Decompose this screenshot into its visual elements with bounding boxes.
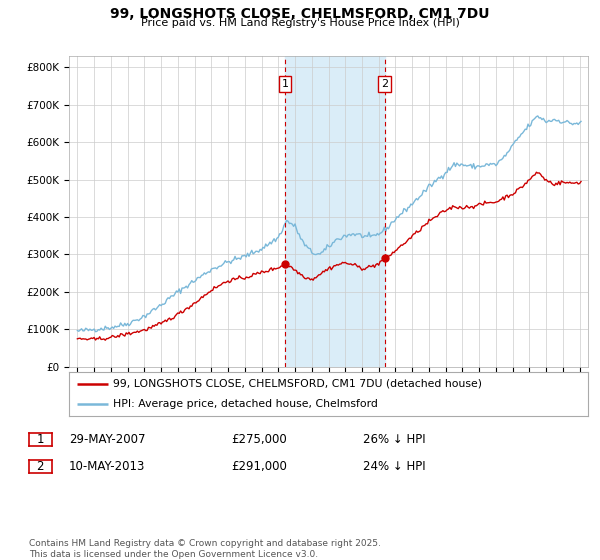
Text: 1: 1	[281, 79, 289, 89]
Text: £275,000: £275,000	[231, 433, 287, 446]
Text: 26% ↓ HPI: 26% ↓ HPI	[363, 433, 425, 446]
Bar	[285, 56, 385, 367]
Text: Price paid vs. HM Land Registry's House Price Index (HPI): Price paid vs. HM Land Registry's House …	[140, 18, 460, 29]
Text: 2: 2	[37, 460, 44, 473]
Text: £291,000: £291,000	[231, 460, 287, 473]
Text: 99, LONGSHOTS CLOSE, CHELMSFORD, CM1 7DU: 99, LONGSHOTS CLOSE, CHELMSFORD, CM1 7DU	[110, 7, 490, 21]
Text: Contains HM Land Registry data © Crown copyright and database right 2025.
This d: Contains HM Land Registry data © Crown c…	[29, 539, 380, 559]
Text: 99, LONGSHOTS CLOSE, CHELMSFORD, CM1 7DU (detached house): 99, LONGSHOTS CLOSE, CHELMSFORD, CM1 7DU…	[113, 379, 482, 389]
Text: HPI: Average price, detached house, Chelmsford: HPI: Average price, detached house, Chel…	[113, 399, 378, 409]
Text: 24% ↓ HPI: 24% ↓ HPI	[363, 460, 425, 473]
Text: 10-MAY-2013: 10-MAY-2013	[69, 460, 145, 473]
Text: 2: 2	[381, 79, 388, 89]
Text: 29-MAY-2007: 29-MAY-2007	[69, 433, 146, 446]
Text: 1: 1	[37, 433, 44, 446]
